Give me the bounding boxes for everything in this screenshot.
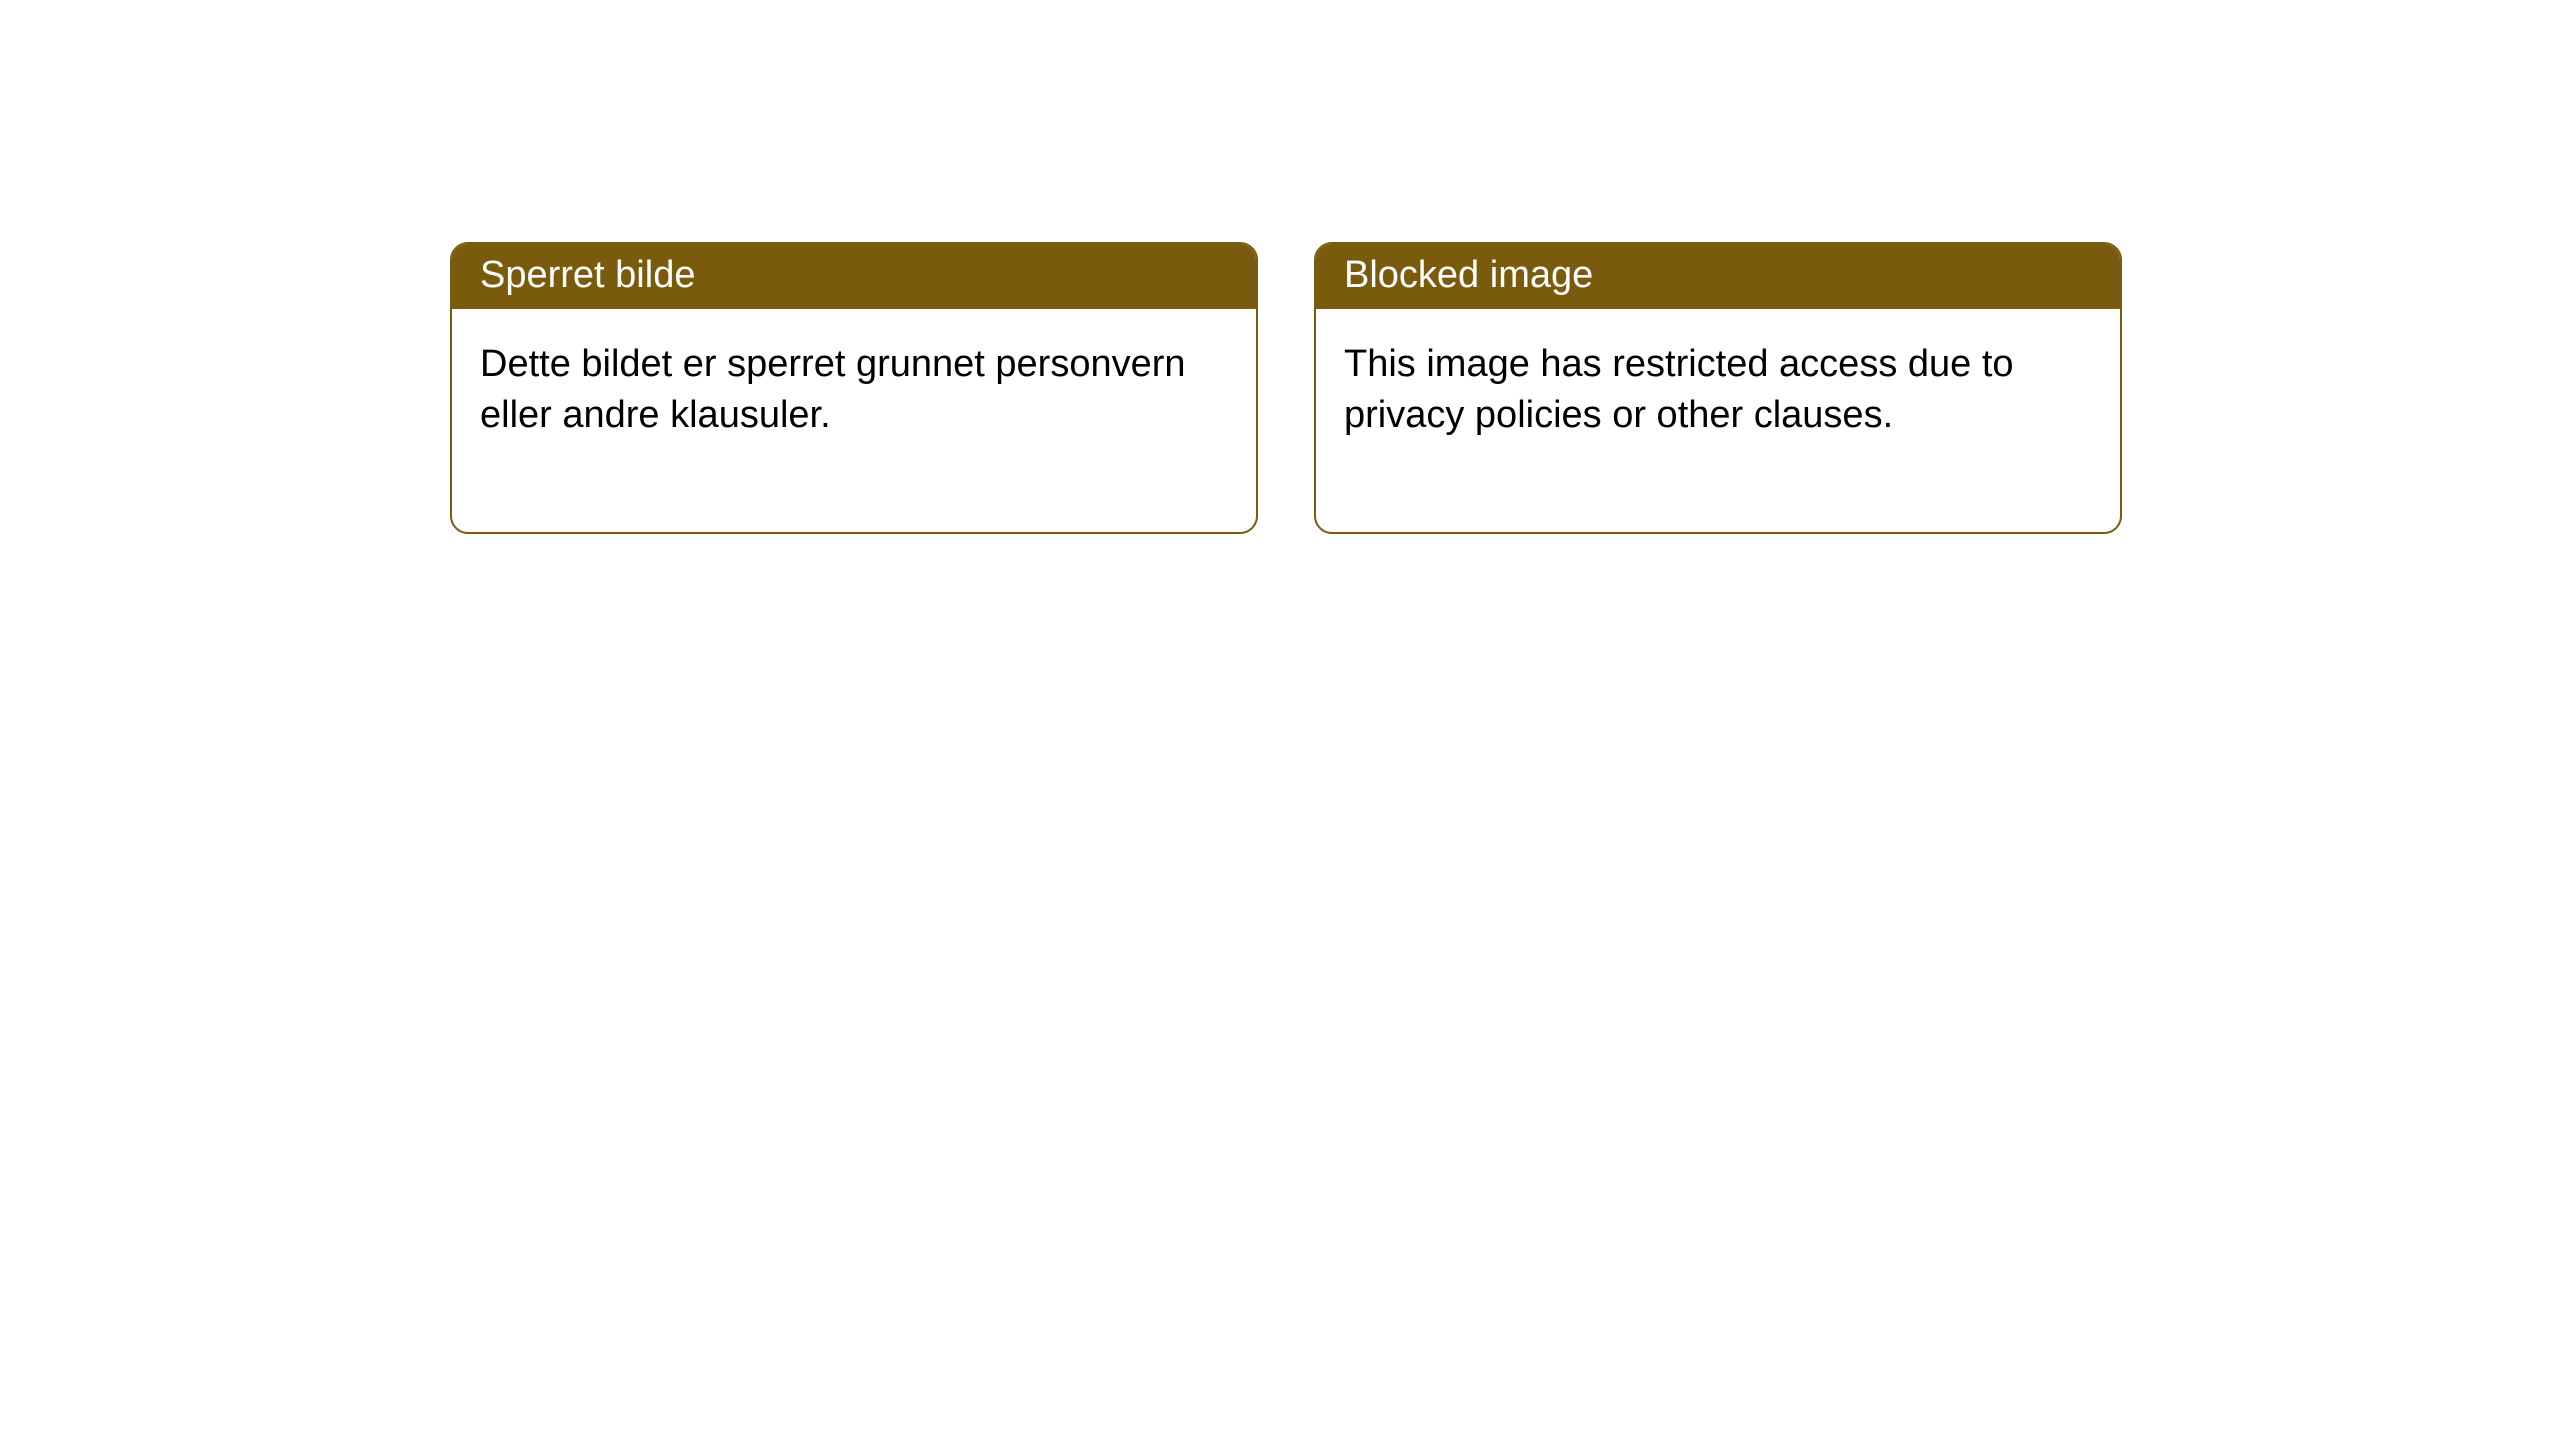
notice-body: Dette bildet er sperret grunnet personve… [452, 309, 1256, 532]
notice-container: Sperret bilde Dette bildet er sperret gr… [0, 0, 2560, 534]
notice-title: Blocked image [1316, 244, 2120, 309]
notice-card-english: Blocked image This image has restricted … [1314, 242, 2122, 534]
notice-card-norwegian: Sperret bilde Dette bildet er sperret gr… [450, 242, 1258, 534]
notice-title: Sperret bilde [452, 244, 1256, 309]
notice-body: This image has restricted access due to … [1316, 309, 2120, 532]
